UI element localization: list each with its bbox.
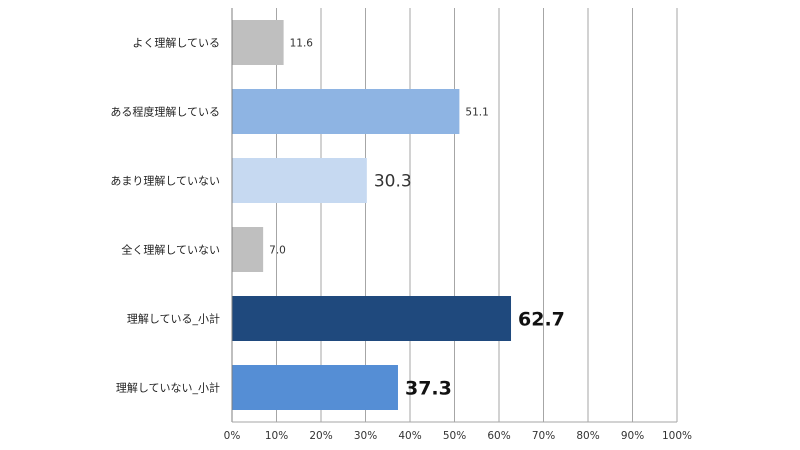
bar-0 <box>232 20 284 65</box>
bar-2 <box>232 158 367 203</box>
x-tick-label: 90% <box>621 430 644 442</box>
x-tick-label: 40% <box>398 430 421 442</box>
value-label: 37.3 <box>405 377 452 399</box>
bar-3 <box>232 227 264 272</box>
category-label: あまり理解していない <box>110 174 220 188</box>
bars <box>232 20 512 410</box>
x-tick-label: 0% <box>224 430 241 442</box>
x-tick-label: 30% <box>354 430 377 442</box>
value-label: 62.7 <box>518 308 565 330</box>
x-tick-labels: 0% 10% 20% 30% 40% 50% 60% 70% 80% 90% 100% <box>224 430 692 442</box>
grid-lines <box>231 8 678 423</box>
category-label: ある程度理解している <box>110 105 220 119</box>
x-tick-label: 20% <box>309 430 332 442</box>
value-labels: 11.6 51.1 30.3 7.0 62.7 37.3 <box>269 37 565 399</box>
value-label: 51.1 <box>465 106 488 118</box>
category-label: 理解している_小計 <box>127 312 220 326</box>
bar-4 <box>232 296 512 341</box>
category-label: 全く理解していない <box>121 243 220 257</box>
x-tick-label: 100% <box>662 430 692 442</box>
x-tick-label: 70% <box>532 430 555 442</box>
x-tick-label: 10% <box>265 430 288 442</box>
bar-5 <box>232 365 398 410</box>
x-tick-label: 50% <box>443 430 466 442</box>
category-label: よく理解している <box>132 36 220 50</box>
value-label: 11.6 <box>290 37 314 49</box>
bar-1 <box>232 89 460 134</box>
x-tick-label: 80% <box>576 430 599 442</box>
category-labels: よく理解しているある程度理解しているあまり理解していない全く理解していない理解し… <box>110 36 220 395</box>
value-label: 30.3 <box>374 172 412 192</box>
value-label: 7.0 <box>269 244 286 256</box>
x-tick-label: 60% <box>487 430 510 442</box>
category-label: 理解していない_小計 <box>116 381 220 395</box>
